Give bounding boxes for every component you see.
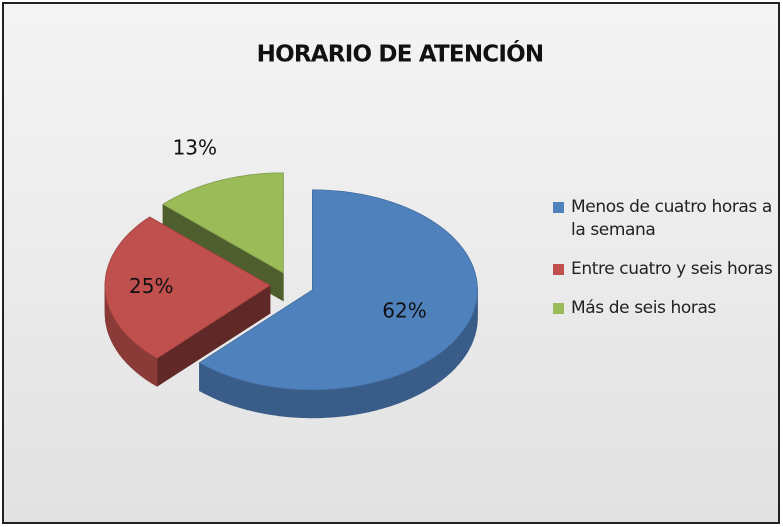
slice-side <box>119 325 124 360</box>
slice-side <box>440 347 447 382</box>
slice-side <box>294 388 304 419</box>
slice-side <box>311 389 321 419</box>
slice-top <box>104 216 271 359</box>
legend-label: Menos de cuatro horas a la semana <box>571 197 772 240</box>
slice-side <box>367 381 377 413</box>
slice-side <box>462 325 467 361</box>
data-label: 25% <box>129 274 173 298</box>
slice-side <box>445 343 452 378</box>
slice-side <box>303 389 313 419</box>
slice-side <box>450 339 456 374</box>
slice-side <box>352 385 361 416</box>
legend-swatch <box>553 264 564 275</box>
slice-side <box>126 334 132 369</box>
slice-side <box>140 346 147 380</box>
slice-top <box>162 172 284 274</box>
legend: Menos de cuatro horas a la semana Entre c… <box>553 196 773 336</box>
chart-title: HORARIO DE ATENCIÓN <box>257 40 544 68</box>
slice-side <box>151 354 158 387</box>
slice-side <box>113 316 117 352</box>
slice-side <box>360 383 369 414</box>
slice-side <box>319 389 329 419</box>
slice-side <box>404 369 412 402</box>
slice-side <box>383 377 392 409</box>
slice-side <box>344 386 353 417</box>
slice-side <box>247 381 256 412</box>
slice-side <box>375 379 384 411</box>
pie-slice <box>104 216 271 387</box>
slice-side <box>390 374 399 407</box>
slice-side <box>225 374 233 406</box>
legend-label: Más de seis horas <box>571 298 716 318</box>
legend-item: Menos de cuatro horas a la semana <box>553 196 773 242</box>
slice-side <box>239 379 248 411</box>
slice-top <box>198 189 478 391</box>
legend-swatch <box>553 303 564 314</box>
slice-side <box>411 366 419 399</box>
slice-side <box>122 330 128 365</box>
slice-side <box>130 338 137 373</box>
slice-side <box>218 371 226 404</box>
slice-side <box>135 342 141 377</box>
slice-side <box>423 359 431 392</box>
slice-side <box>435 351 442 385</box>
slice-side <box>429 355 437 389</box>
data-label: 62% <box>382 298 426 322</box>
slice-side <box>116 321 120 356</box>
slice-side <box>270 386 280 417</box>
legend-item: Más de seis horas <box>553 297 773 320</box>
slice-side <box>145 350 152 384</box>
slice-side <box>454 335 460 369</box>
slice-side <box>211 368 219 401</box>
slice-side <box>458 330 463 365</box>
slice-side <box>205 365 213 398</box>
slice-side <box>111 312 114 346</box>
slice-side <box>262 384 272 415</box>
pie-slice <box>198 189 478 419</box>
slice-side <box>254 383 264 414</box>
data-label: 13% <box>173 135 217 159</box>
slice-side <box>417 362 425 396</box>
slice-side <box>397 372 406 404</box>
pie <box>104 172 478 419</box>
legend-label: Entre cuatro y seis horas <box>571 259 773 279</box>
slice-side <box>286 388 296 418</box>
slice-side <box>278 387 288 418</box>
slice-side <box>335 387 345 418</box>
slice-side <box>327 388 337 418</box>
slice-side <box>199 362 206 395</box>
legend-item: Entre cuatro y seis horas <box>553 258 773 281</box>
slice-side <box>232 376 241 409</box>
slice-side <box>465 320 470 356</box>
legend-swatch <box>553 202 564 213</box>
